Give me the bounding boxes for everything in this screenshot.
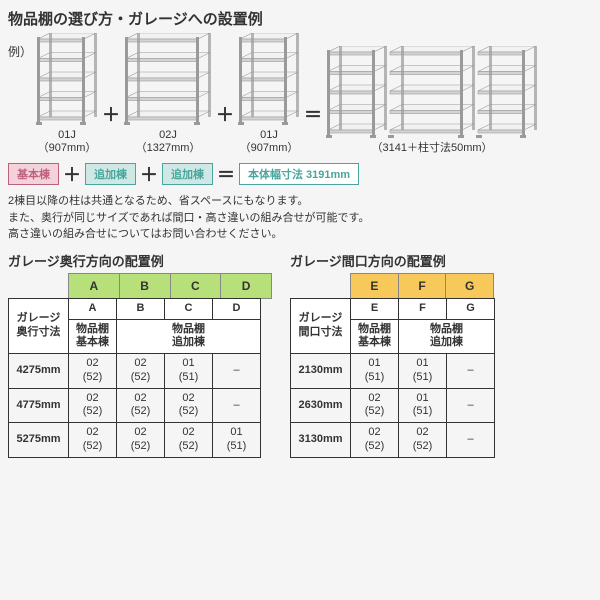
cell: – — [447, 423, 495, 458]
layout-bar: EFG — [350, 273, 494, 299]
col-header: E — [351, 298, 399, 319]
cell: – — [447, 388, 495, 423]
plus: ＝ — [215, 161, 237, 187]
cell: 02(52) — [117, 388, 165, 423]
shelf-unit: 02J（1327mm） — [124, 33, 212, 155]
cell: 02(52) — [351, 388, 399, 423]
bar-cell: E — [351, 274, 399, 298]
row-header: 4275mm — [9, 354, 69, 389]
note-line: 高さ違いの組み合せについてはお問い合わせください。 — [8, 226, 592, 243]
col-header: C — [165, 298, 213, 319]
shelf-combined: （3141＋柱寸法50mm） — [326, 46, 538, 155]
row-header: 3130mm — [291, 423, 351, 458]
depth-section: ガレージ奥行方向の配置例ABCDガレージ奥行寸法ABCD物品棚基本棟物品棚追加棟… — [8, 251, 272, 458]
table-title: ガレージ奥行方向の配置例 — [8, 251, 272, 270]
col-header: A — [69, 298, 117, 319]
corner-header: ガレージ間口寸法 — [291, 298, 351, 353]
bar-cell: A — [69, 274, 120, 298]
cell: 02(52) — [399, 423, 447, 458]
example-label: 例） — [8, 43, 32, 60]
shelf-example-row: 01J（907mm） ＋ 02J（1327mm） ＋ 01J（907mm） ＝ — [36, 33, 538, 155]
col-header: F — [399, 298, 447, 319]
row-header: 5275mm — [9, 423, 69, 458]
cell: – — [213, 388, 261, 423]
cell: 02(52) — [69, 354, 117, 389]
cell: 02(52) — [351, 423, 399, 458]
dimension-table: ガレージ間口寸法EFG物品棚基本棟物品棚追加棟2130mm01(51)01(51… — [290, 298, 495, 458]
plus: ＋ — [61, 161, 83, 187]
sub-header: 物品棚追加棟 — [117, 319, 261, 354]
bar-cell: D — [221, 274, 271, 298]
cell: 01(51) — [399, 388, 447, 423]
result-tag: 本体幅寸法 3191mm — [239, 163, 359, 185]
col-header: B — [117, 298, 165, 319]
equals: ＝ — [302, 101, 324, 127]
sub-header: 物品棚追加棟 — [399, 319, 495, 354]
layout-bar: ABCD — [68, 273, 272, 299]
row-header: 2630mm — [291, 388, 351, 423]
row-header: 2130mm — [291, 354, 351, 389]
table-title: ガレージ間口方向の配置例 — [290, 251, 495, 270]
cell: 02(52) — [117, 354, 165, 389]
cell: 01(51) — [351, 354, 399, 389]
cell: – — [447, 354, 495, 389]
shelf-unit: 01J（907mm） — [238, 33, 300, 155]
col-header: D — [213, 298, 261, 319]
cell: 02(52) — [165, 423, 213, 458]
unit-tag: 追加棟 — [85, 163, 136, 185]
note-line: また、奥行が同じサイズであれば間口・高さ違いの組み合せが可能です。 — [8, 210, 592, 227]
cell: – — [213, 354, 261, 389]
shelf-unit: 01J（907mm） — [36, 33, 98, 155]
bar-cell: G — [446, 274, 493, 298]
tables-row: ガレージ奥行方向の配置例ABCDガレージ奥行寸法ABCD物品棚基本棟物品棚追加棟… — [8, 251, 592, 458]
unit-tag: 追加棟 — [162, 163, 213, 185]
corner-header: ガレージ奥行寸法 — [9, 298, 69, 353]
bar-cell: F — [399, 274, 447, 298]
notes: 2棟目以降の柱は共通となるため、省スペースにもなります。また、奥行が同じサイズで… — [8, 193, 592, 243]
shelf-code: 01J（907mm） — [38, 129, 97, 155]
shelf-code: 01J（907mm） — [240, 129, 299, 155]
cell: 01(51) — [213, 423, 261, 458]
frontage-section: ガレージ間口方向の配置例EFGガレージ間口寸法EFG物品棚基本棟物品棚追加棟21… — [290, 251, 495, 458]
cell: 02(52) — [165, 388, 213, 423]
note-line: 2棟目以降の柱は共通となるため、省スペースにもなります。 — [8, 193, 592, 210]
cell: 02(52) — [69, 423, 117, 458]
dimension-table: ガレージ奥行寸法ABCD物品棚基本棟物品棚追加棟4275mm02(52)02(5… — [8, 298, 261, 458]
combined-width: （3141＋柱寸法50mm） — [371, 142, 492, 155]
bar-cell: C — [171, 274, 222, 298]
bar-cell: B — [120, 274, 171, 298]
sub-header: 物品棚基本棟 — [69, 319, 117, 354]
cell: 02(52) — [117, 423, 165, 458]
tag-row: 基本棟＋追加棟＋追加棟＝本体幅寸法 3191mm — [8, 161, 592, 187]
cell: 01(51) — [165, 354, 213, 389]
col-header: G — [447, 298, 495, 319]
cell: 02(52) — [69, 388, 117, 423]
row-header: 4775mm — [9, 388, 69, 423]
plus: ＋ — [138, 161, 160, 187]
unit-tag: 基本棟 — [8, 163, 59, 185]
plus: ＋ — [214, 101, 236, 127]
sub-header: 物品棚基本棟 — [351, 319, 399, 354]
plus: ＋ — [100, 101, 122, 127]
cell: 01(51) — [399, 354, 447, 389]
page-title: 物品棚の選び方・ガレージへの設置例 — [8, 8, 592, 29]
shelf-code: 02J（1327mm） — [136, 129, 201, 155]
